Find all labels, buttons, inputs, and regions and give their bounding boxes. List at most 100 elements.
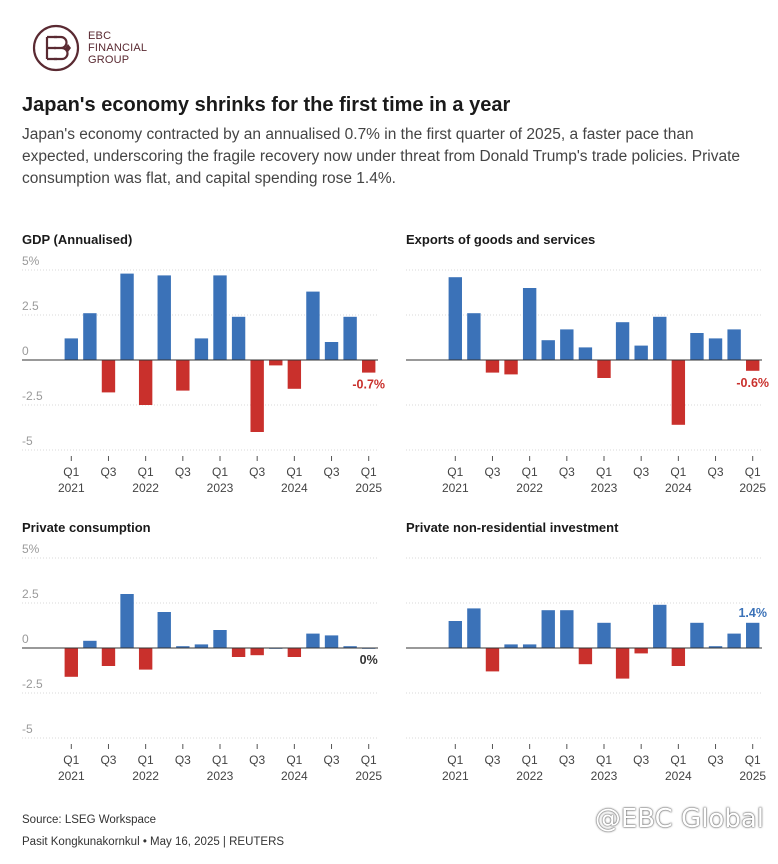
brand-name: EBC FINANCIAL GROUP — [88, 30, 147, 66]
page-title: Japan's economy shrinks for the first ti… — [22, 94, 511, 116]
bar — [578, 347, 593, 360]
bar — [485, 648, 500, 672]
x-tick-label: Q3 — [324, 753, 340, 767]
chart-exports: Q1 2021 Q3 Q1 2022 Q3 Q1 2023 Q3 Q1 2024 Q3 Q1 2025 -0… — [406, 269, 769, 495]
bar — [269, 360, 283, 366]
brand-logo: EBC FINANCIAL GROUP — [32, 24, 147, 72]
bar — [653, 604, 667, 648]
x-tick-label: 2025 — [355, 481, 382, 495]
y-tick-label: 0 — [22, 344, 29, 358]
bar — [522, 644, 537, 648]
x-tick-label: Q1 — [522, 753, 538, 767]
bar — [120, 273, 134, 360]
chart-panel-consumption: Private consumption 5% 2.5 0 -2.5 -5 Q1 2021 Q3… — [22, 520, 382, 800]
x-tick-label: Q3 — [175, 465, 191, 479]
x-tick-label: Q3 — [484, 753, 500, 767]
bar — [231, 316, 246, 360]
bar — [727, 633, 741, 648]
bar — [597, 360, 611, 378]
bar — [467, 608, 481, 648]
y-tick-label: -2.5 — [22, 389, 43, 403]
x-tick-label: Q3 — [633, 753, 649, 767]
chart-consumption: 5% 2.5 0 -2.5 -5 Q1 2021 Q3 Q1 2022 Q3 Q1 2023 Q3 Q1 20… — [22, 542, 382, 783]
chart-panel-investment: Private non-residential investment Q1 202… — [406, 520, 767, 800]
x-tick-label: Q3 — [708, 753, 724, 767]
chart-panel-exports: Exports of goods and services Q1 2021 Q3 Q1… — [406, 232, 769, 512]
bar — [101, 648, 116, 666]
watermark: @EBC Global — [594, 804, 764, 834]
bar — [176, 646, 190, 648]
x-tick-label: 2024 — [281, 769, 308, 783]
y-tick-label: -5 — [22, 434, 33, 448]
x-tick-label: 2023 — [591, 769, 618, 783]
bar — [64, 648, 78, 677]
chart-investment: Q1 2021 Q3 Q1 2022 Q3 Q1 2023 Q3 Q1 2024 Q3 Q1 2025 1.… — [406, 557, 767, 783]
bar — [138, 648, 153, 670]
x-tick-label: 2023 — [207, 769, 234, 783]
data-label-latest: 0% — [360, 653, 378, 667]
credit-line: Pasit Kongkunakornkul • May 16, 2025 | R… — [22, 836, 285, 848]
x-tick-label: 2022 — [516, 769, 543, 783]
bar — [324, 635, 339, 648]
chart-gdp: 5% 2.5 0 -2.5 -5 Q1 2021 Q3 Q1 2022 Q3 Q1 2023 Q3 Q1 20… — [22, 254, 385, 495]
brand-line-3: GROUP — [88, 54, 130, 66]
x-tick-label: Q3 — [100, 753, 116, 767]
x-tick-label: Q1 — [745, 753, 761, 767]
x-tick-label: 2023 — [591, 481, 618, 495]
bar — [194, 338, 209, 360]
bar — [653, 316, 667, 360]
x-tick-label: Q1 — [447, 465, 463, 479]
bar — [101, 360, 116, 393]
y-tick-label: 2.5 — [22, 587, 39, 601]
x-tick-label: Q1 — [138, 465, 154, 479]
x-tick-label: Q1 — [286, 753, 302, 767]
bar — [615, 322, 630, 360]
bar — [120, 594, 134, 648]
x-tick-label: Q1 — [63, 465, 79, 479]
bar — [157, 275, 171, 360]
bar — [83, 640, 97, 648]
bar — [634, 345, 648, 360]
x-tick-label: Q1 — [522, 465, 538, 479]
bar — [746, 622, 760, 648]
x-tick-label: 2022 — [132, 769, 159, 783]
bar — [194, 644, 209, 648]
x-tick-label: Q3 — [100, 465, 116, 479]
x-tick-label: Q1 — [361, 753, 377, 767]
bar — [64, 338, 78, 360]
x-tick-label: Q1 — [138, 753, 154, 767]
x-tick-label: Q1 — [286, 465, 302, 479]
x-tick-label: 2024 — [665, 769, 692, 783]
brand-line-1: EBC — [88, 30, 112, 42]
source-note: Source: LSEG Workspace — [22, 814, 157, 826]
brand-line-2: FINANCIAL — [88, 42, 148, 54]
bar — [250, 648, 264, 656]
x-tick-label: 2024 — [281, 481, 308, 495]
x-tick-label: Q3 — [559, 465, 575, 479]
bar — [560, 329, 574, 360]
bar — [157, 612, 171, 648]
bar — [690, 333, 704, 360]
x-tick-label: Q3 — [175, 753, 191, 767]
bar — [708, 338, 723, 360]
bar — [250, 360, 264, 432]
y-tick-label: -5 — [22, 722, 33, 736]
bar — [306, 633, 320, 648]
bar — [287, 648, 302, 657]
bar — [671, 360, 686, 425]
x-tick-label: 2025 — [739, 769, 766, 783]
x-tick-label: Q3 — [559, 753, 575, 767]
bar — [541, 340, 555, 360]
bar — [522, 288, 537, 360]
x-tick-label: 2021 — [58, 481, 85, 495]
bar — [560, 610, 574, 648]
y-tick-label: 5% — [22, 254, 40, 268]
x-tick-label: 2025 — [739, 481, 766, 495]
bar — [708, 646, 723, 648]
x-tick-label: Q3 — [633, 465, 649, 479]
x-tick-label: Q3 — [324, 465, 340, 479]
x-tick-label: Q1 — [212, 753, 228, 767]
bar — [343, 316, 357, 360]
x-tick-label: 2021 — [58, 769, 85, 783]
ebc-logo-icon — [32, 24, 80, 72]
